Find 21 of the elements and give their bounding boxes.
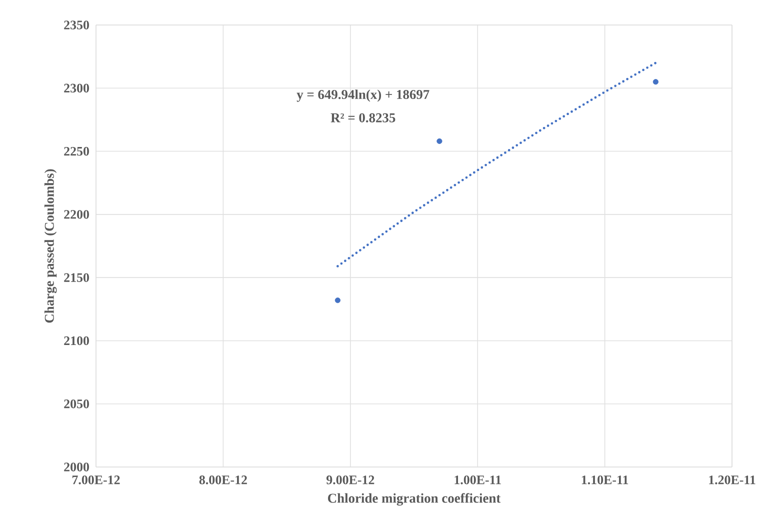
x-tick-label: 1.00E-11 [454, 476, 501, 484]
x-axis-title: Chloride migration coefficient [328, 493, 501, 506]
x-tick-label: 1.20E-11 [709, 476, 756, 484]
x-tick-label: 1.10E-11 [582, 476, 628, 484]
y-tick-label: 2050 [64, 399, 89, 408]
x-tick-label: 8.00E-12 [199, 476, 247, 484]
x-tick-label: 7.00E-12 [72, 476, 120, 484]
point [652, 79, 658, 85]
y-tick-label: 2150 [64, 273, 89, 282]
point [436, 138, 442, 144]
y-tick-label: 2250 [64, 146, 89, 156]
y-axis-title: Charge passed (Coulombs) [44, 169, 57, 323]
y-tick-label: 2100 [64, 336, 89, 346]
point [334, 298, 340, 304]
y-tick-label: 2200 [64, 210, 89, 219]
annotation: y = 649.94ln(x) + 18697 [296, 90, 430, 102]
y-tick-label: 2300 [64, 84, 89, 93]
y-tick-label: 2000 [64, 462, 89, 472]
x-tick-label: 9.00E-12 [326, 476, 374, 484]
y-tick-label: 2350 [64, 20, 89, 30]
annotation: R² = 0.8235 [330, 113, 396, 122]
